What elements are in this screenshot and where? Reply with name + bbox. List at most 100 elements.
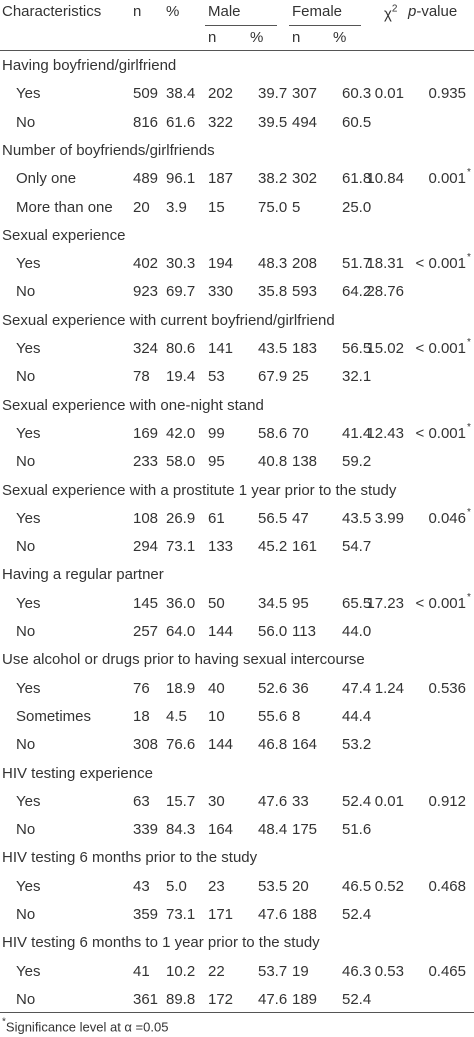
section-title: Having a regular partner: [2, 566, 164, 584]
cell: 53.5: [258, 877, 288, 895]
cell: 41.4: [342, 424, 372, 442]
cell: 73.1: [166, 538, 196, 556]
cell: 55.6: [258, 707, 288, 725]
cell: 8: [292, 707, 301, 725]
cell: 67.9: [258, 368, 288, 386]
row-label: No: [16, 453, 36, 471]
cell: 75.0: [258, 198, 288, 216]
header-cell: χ2: [384, 1, 397, 24]
cell: 33: [292, 792, 309, 810]
cell: 73.1: [166, 906, 196, 923]
cell: 36.0: [166, 594, 196, 612]
p-value: < 0.001: [415, 255, 466, 273]
row-label: Only one: [16, 170, 77, 188]
cell: 26.9: [166, 509, 196, 527]
row-label: No: [16, 736, 36, 754]
cell: 18.9: [166, 679, 196, 697]
chi-value: 18.31: [366, 255, 404, 273]
footnote-text: Significance level at α =0.05: [5, 1019, 169, 1035]
cell: 95: [292, 594, 309, 612]
cell: 32.1: [342, 368, 372, 386]
cell: 19: [292, 962, 309, 980]
row-label: No: [16, 113, 36, 131]
row-label: Yes: [16, 509, 41, 527]
cell: 48.3: [258, 255, 288, 273]
row-label: Yes: [16, 962, 41, 980]
cell: 46.3: [342, 962, 372, 980]
cell: 61.6: [166, 113, 196, 131]
row-label: No: [16, 283, 36, 301]
section-title: HIV testing experience: [2, 764, 153, 782]
cell: 324: [133, 340, 159, 357]
cell: 99: [208, 424, 225, 442]
cell: 494: [292, 113, 318, 131]
cell: 78: [133, 368, 150, 386]
row-label: Yes: [16, 85, 41, 103]
chi-value: 10.84: [366, 170, 404, 188]
cell: 361: [133, 990, 159, 1008]
chi-value: 28.76: [366, 283, 404, 301]
chi-value: 0.52: [374, 877, 404, 895]
subheader-cell: %: [333, 29, 347, 46]
cell: 188: [292, 906, 318, 923]
cell: 923: [133, 283, 159, 301]
section-title: Sexual experience: [2, 226, 126, 244]
group-rule: [289, 25, 361, 26]
row-label: Yes: [16, 424, 41, 442]
cell: 133: [208, 538, 234, 556]
cell: 53: [208, 368, 225, 386]
cell: 64.0: [166, 623, 196, 640]
cell: 47.6: [258, 792, 288, 810]
p-value: 0.935: [428, 85, 466, 103]
cell: 54.7: [342, 538, 372, 556]
cell: 43: [133, 877, 150, 895]
cell: 41: [133, 962, 150, 980]
cell: 402: [133, 255, 159, 273]
chi-value: 0.01: [374, 85, 404, 103]
cell: 58.6: [258, 424, 288, 442]
cell: 76: [133, 679, 150, 697]
p-value: 0.536: [428, 679, 466, 697]
section-title: Sexual experience with current boyfriend…: [2, 311, 335, 329]
cell: 307: [292, 85, 318, 103]
cell: 40: [208, 679, 225, 697]
cell: 23: [208, 877, 225, 895]
cell: 56.5: [258, 509, 288, 527]
chi-value: 15.02: [366, 340, 404, 357]
cell: 15.7: [166, 792, 196, 810]
subheader-cell: n: [292, 29, 301, 46]
cell: 257: [133, 623, 159, 640]
cell: 52.6: [258, 679, 288, 697]
p-note: *: [467, 506, 471, 518]
cell: 816: [133, 113, 159, 131]
header-cell: Male: [208, 3, 241, 20]
cell: 509: [133, 85, 159, 103]
section-title: HIV testing 6 months to 1 year prior to …: [2, 934, 320, 952]
header-rule: [0, 50, 474, 51]
cell: 38.2: [258, 170, 288, 188]
cell: 5: [292, 198, 301, 216]
cell: 144: [208, 623, 234, 640]
cell: 60.5: [342, 113, 372, 131]
cell: 183: [292, 340, 318, 357]
cell: 52.4: [342, 792, 372, 810]
cell: 138: [292, 453, 318, 471]
cell: 51.6: [342, 821, 372, 839]
cell: 50: [208, 594, 225, 612]
cell: 489: [133, 170, 159, 188]
row-label: No: [16, 623, 36, 640]
header-cell: p-value: [408, 3, 457, 21]
bottom-rule: [0, 1012, 474, 1013]
section-title: Use alcohol or drugs prior to having sex…: [2, 651, 365, 669]
cell: 593: [292, 283, 318, 301]
cell: 63: [133, 792, 150, 810]
cell: 39.7: [258, 85, 288, 103]
cell: 53.2: [342, 736, 372, 754]
cell: 47.6: [258, 990, 288, 1008]
row-label: No: [16, 538, 36, 556]
cell: 69.7: [166, 283, 196, 301]
cell: 15: [208, 198, 225, 216]
cell: 40.8: [258, 453, 288, 471]
cell: 56.5: [342, 340, 372, 357]
cell: 64.2: [342, 283, 372, 301]
